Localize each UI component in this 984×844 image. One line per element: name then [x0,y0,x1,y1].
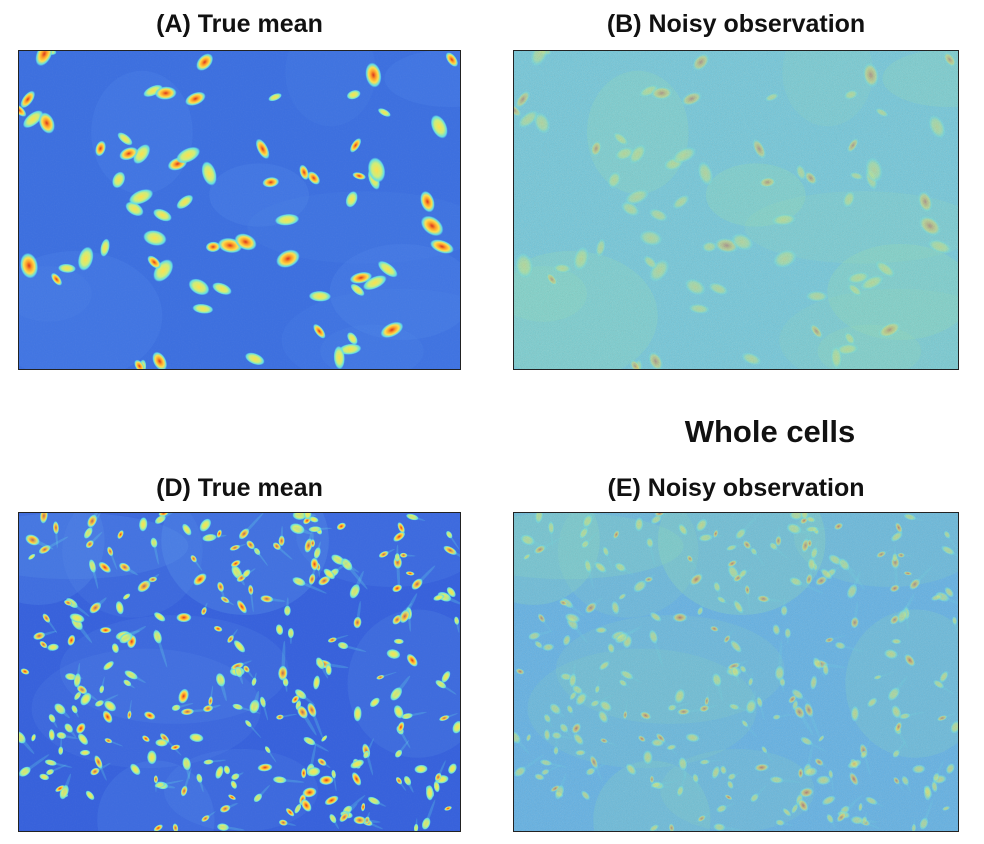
true-mean-whole-cells-heatmap [19,513,460,831]
noisy-observation-whole-cells-heatmap [514,513,958,831]
panel-d-image [18,512,461,832]
panel-a-title: (A) True mean [156,10,323,38]
panel-a-image [18,50,461,370]
panel-b-title: (B) Noisy observation [606,10,866,38]
panel-e-image [513,512,959,832]
noisy-observation-nuclei-heatmap [514,51,958,369]
section-title-whole-cells: Whole cells [684,414,856,449]
panel-d-title: (D) True mean [156,474,323,502]
panel-e-title: (E) Noisy observation [607,474,865,502]
true-mean-nuclei-heatmap [19,51,460,369]
panel-b-image [513,50,959,370]
